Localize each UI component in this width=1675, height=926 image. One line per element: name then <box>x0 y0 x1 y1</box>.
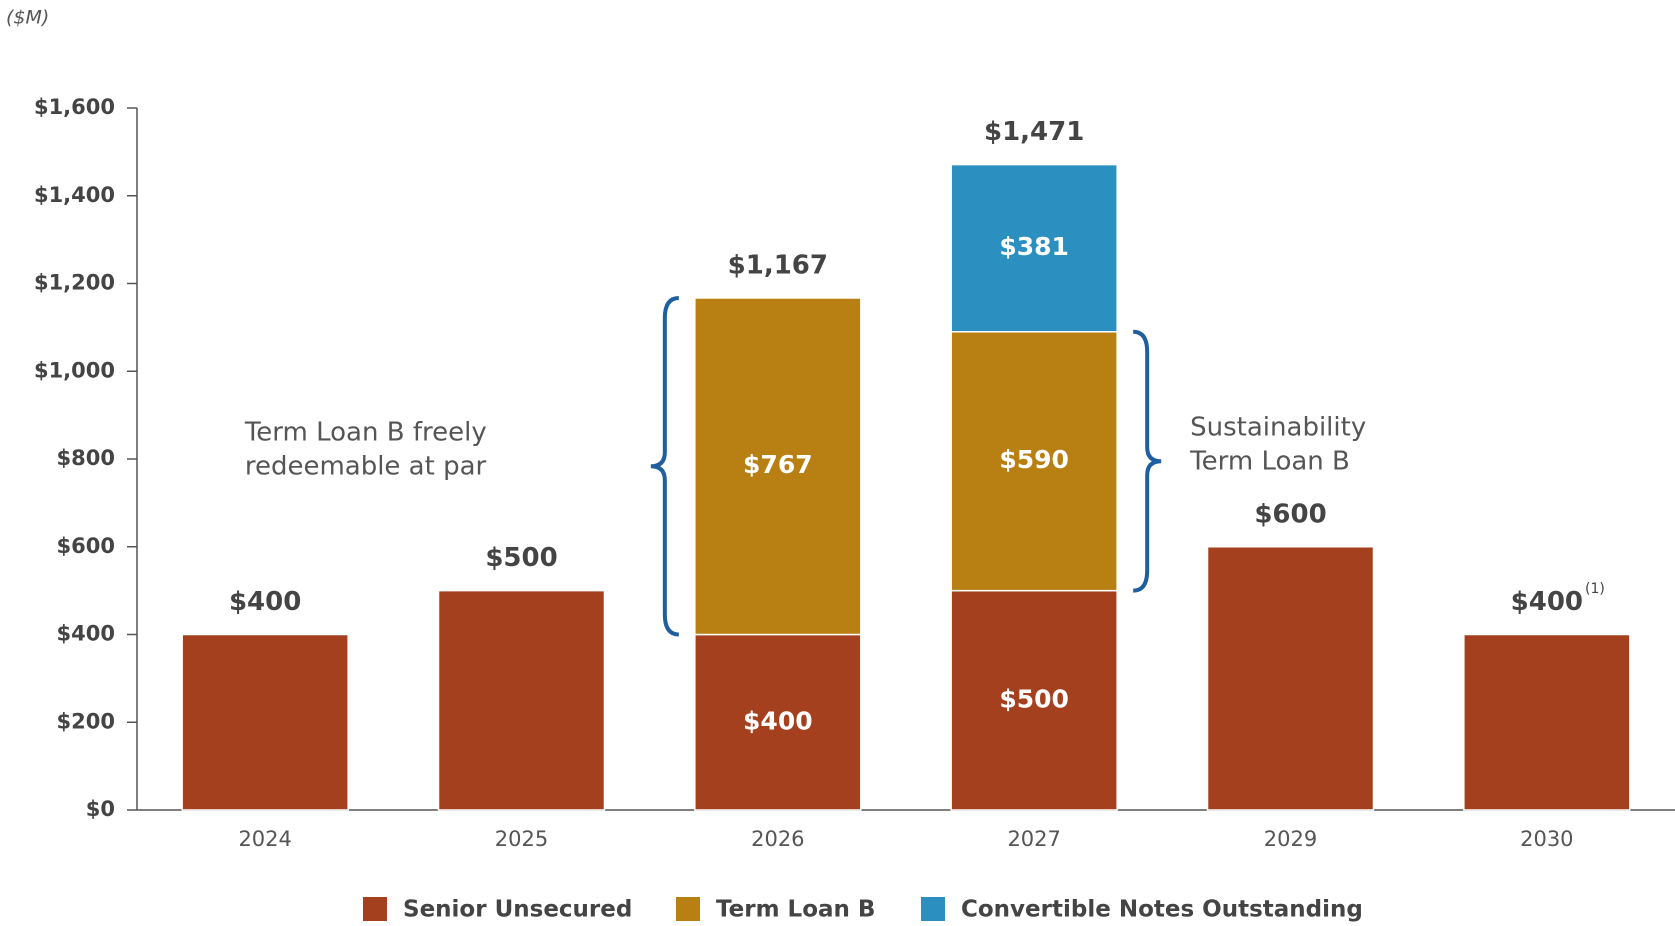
total-label: $400 <box>1511 587 1583 617</box>
annotation: Term Loan B <box>1189 447 1350 477</box>
bar-segment <box>1206 546 1375 811</box>
bar-segment <box>950 589 1118 811</box>
y-tick-label: $800 <box>57 446 115 470</box>
y-tick-label: $0 <box>86 797 115 821</box>
y-tick-label: $200 <box>57 709 115 733</box>
bar-segment <box>950 163 1118 333</box>
total-label: $1,167 <box>728 250 828 280</box>
segment-label: $767 <box>743 450 813 479</box>
x-tick-label: 2030 <box>1520 827 1573 851</box>
annotation: Term Loan B freely <box>244 418 487 448</box>
bar-segment <box>950 331 1118 592</box>
legend-swatch <box>921 897 945 921</box>
bar-segment <box>181 633 349 811</box>
x-tick-label: 2027 <box>1007 827 1060 851</box>
annotation: Sustainability <box>1190 413 1366 443</box>
bar-segment <box>694 297 862 636</box>
legend-label: Convertible Notes Outstanding <box>961 897 1363 923</box>
y-tick-label: $600 <box>57 534 115 558</box>
unit-label: ($M) <box>6 7 49 29</box>
footnote-marker: (1) <box>1585 581 1605 597</box>
bar-segment <box>1463 633 1631 811</box>
y-tick-label: $1,000 <box>34 358 115 382</box>
bar-segment <box>694 633 862 811</box>
y-tick-label: $1,400 <box>34 183 115 207</box>
total-label: $500 <box>485 543 557 573</box>
annotation: redeemable at par <box>245 452 487 482</box>
legend-swatch <box>363 897 387 921</box>
segment-label: $500 <box>999 684 1069 713</box>
x-tick-label: 2029 <box>1264 827 1317 851</box>
legend-label: Term Loan B <box>716 897 875 923</box>
legend-label: Senior Unsecured <box>403 897 632 923</box>
y-tick-label: $1,600 <box>34 95 115 119</box>
segment-label: $400 <box>743 706 813 735</box>
total-label: $400 <box>229 587 301 617</box>
brace <box>650 295 679 637</box>
x-tick-label: 2024 <box>238 827 291 851</box>
y-tick-label: $400 <box>57 622 115 646</box>
brace <box>1133 329 1162 593</box>
total-label: $1,471 <box>984 117 1084 147</box>
total-label: $600 <box>1254 499 1326 529</box>
x-tick-label: 2026 <box>751 827 804 851</box>
segment-label: $381 <box>999 232 1069 261</box>
x-tick-label: 2025 <box>495 827 548 851</box>
y-tick-label: $1,200 <box>34 271 115 295</box>
segment-label: $590 <box>999 445 1069 474</box>
legend-swatch <box>676 897 700 921</box>
bar-segment <box>437 589 606 811</box>
